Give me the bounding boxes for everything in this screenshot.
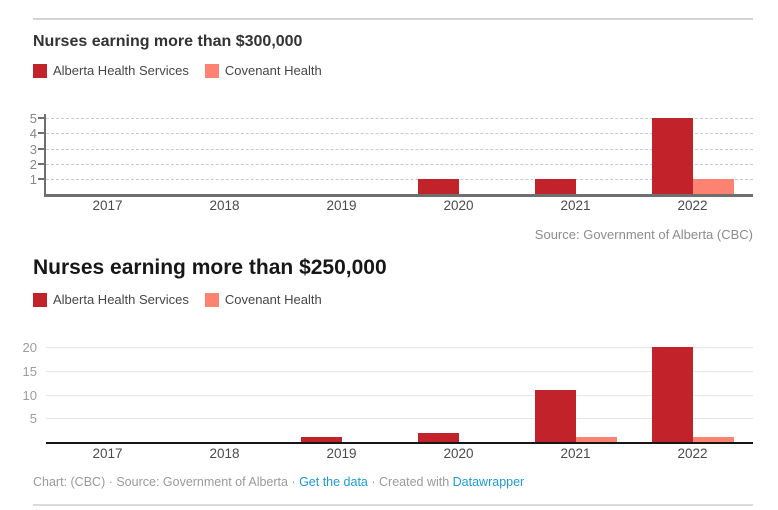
y-axis-tick-5 [38,117,45,120]
datawrapper-link[interactable]: Datawrapper [452,475,525,489]
x-axis-label-2021: 2021 [560,446,591,461]
x-axis-baseline [46,442,753,444]
bar-covenant-health-2022 [692,437,734,442]
bar-alberta-health-services-2022 [651,347,693,442]
y-axis-tick-4 [38,132,45,135]
y-axis-label-3: 3 [29,141,37,157]
y-axis-tick-2 [38,162,45,165]
y-axis-label-15: 15 [22,363,37,379]
y-axis-label-20: 20 [22,340,37,355]
chart-300k-section: Nurses earning more than $300,000 Albert… [30,32,753,243]
legend-swatch-alberta-health-services [33,292,47,307]
legend-label-alberta-health-services: Alberta Health Services [53,292,189,307]
legend-swatch-alberta-health-services [33,63,47,78]
chart-title-250k: Nurses earning more than $250,000 [33,256,387,279]
bar-alberta-health-services-2019 [300,437,342,442]
x-axis-label-2017: 2017 [92,446,123,461]
gridline-10 [46,394,753,396]
y-axis-tick-3 [38,147,45,150]
bar-covenant-health-2022 [692,178,734,194]
legend-item-covenant-health: Covenant Health [204,63,322,78]
legend-label-covenant-health: Covenant Health [224,63,322,78]
x-axis-label-2021: 2021 [560,198,591,213]
x-axis-labels-300k: 2017 2018 2019 2020 2021 2022 [33,194,753,218]
bar-alberta-health-services-2021 [534,389,576,442]
y-axis-tick-1 [38,177,45,180]
gridline-2 [46,163,753,165]
legend-label-covenant-health: Covenant Health [224,292,322,307]
x-axis-label-2020: 2020 [443,446,474,461]
y-axis-label-4: 4 [29,126,37,142]
bar-alberta-health-services-2022 [651,118,693,194]
top-divider [33,18,753,20]
get-the-data-link[interactable]: Get the data [299,475,368,489]
bar-alberta-health-services-2020 [417,432,459,442]
y-axis-label-5: 5 [29,411,37,427]
x-axis-label-2019: 2019 [326,198,357,213]
footer-text-created-with: · Created with [367,475,453,489]
x-axis-baseline [44,194,753,197]
gridline-4 [46,133,753,135]
gridline-20 [46,347,753,348]
y-axis-line [44,114,46,194]
gridline-5 [46,418,753,420]
x-axis-label-2022: 2022 [677,446,708,461]
bottom-divider [33,504,753,506]
x-axis-labels-250k: 2017 2018 2019 2020 2021 2022 [33,442,753,466]
y-axis-label-10: 10 [22,387,37,403]
source-note-300k: Source: Government of Alberta (CBC) [534,227,753,242]
legend-item-covenant-health: Covenant Health [204,292,322,307]
legend-item-alberta-health-services: Alberta Health Services [33,292,189,307]
gridline-1 [46,178,753,180]
legend-250k: Alberta Health Services Covenant Health [33,292,753,307]
x-axis-label-2019: 2019 [326,446,357,461]
bar-alberta-health-services-2021 [534,178,576,194]
legend-item-alberta-health-services: Alberta Health Services [33,63,189,78]
legend-swatch-covenant-health [204,292,219,307]
bar-covenant-health-2021 [575,437,617,442]
footer-text-chart-source: Chart: (CBC) · Source: Government of Alb… [33,475,300,489]
x-axis-label-2018: 2018 [209,446,240,461]
x-axis-label-2020: 2020 [443,198,474,213]
x-axis-label-2017: 2017 [92,198,123,213]
legend-label-alberta-health-services: Alberta Health Services [53,63,189,78]
legend-300k: Alberta Health Services Covenant Health [33,63,753,78]
gridline-3 [46,148,753,150]
x-axis-label-2018: 2018 [209,198,240,213]
y-axis-label-1: 1 [29,171,37,187]
gridline-5 [46,118,753,120]
gridline-15 [46,370,753,372]
chart-250k-section: Nurses earning more than $250,000 Albert… [23,255,753,466]
chart-plot-area-250k: 5 10 15 20 [23,340,753,444]
bar-alberta-health-services-2020 [417,178,459,194]
chart-title-300k: Nurses earning more than $300,000 [33,33,303,50]
footer-attribution: Chart: (CBC) · Source: Government of Alb… [33,474,753,490]
y-axis-label-5: 5 [29,111,37,127]
legend-swatch-covenant-health [204,63,219,78]
x-axis-label-2022: 2022 [677,198,708,213]
y-axis-label-2: 2 [29,156,37,172]
